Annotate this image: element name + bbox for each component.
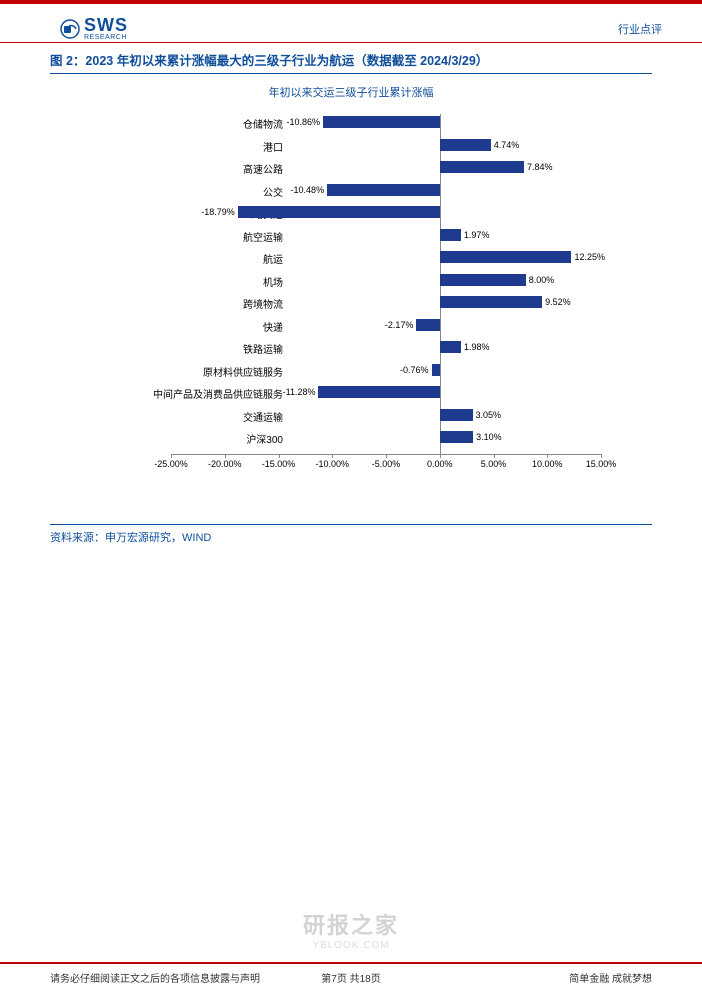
logo-text-wrap: SWS RESEARCH [84,16,128,41]
x-tick-label: -5.00% [372,459,401,469]
x-tick-label: -15.00% [262,459,296,469]
bar [318,386,439,398]
category-label: 中间产品及消费品供应链服务 [133,386,283,401]
bar [238,206,440,218]
x-tick-mark [171,454,172,458]
x-tick-mark [386,454,387,458]
bar-value-label: 4.74% [494,140,520,150]
x-tick-mark [279,454,280,458]
category-label: 航运 [133,251,283,266]
chart-area: 仓储物流-10.86%港口4.74%高速公路7.84%公交-10.48%公路货运… [51,114,651,494]
x-tick-mark [225,454,226,458]
bar-value-label: 1.97% [464,230,490,240]
bar-value-label: -2.17% [385,320,414,330]
bar [440,409,473,421]
bars-region: 仓储物流-10.86%港口4.74%高速公路7.84%公交-10.48%公路货运… [171,114,601,454]
bar [440,161,524,173]
bar-value-label: -10.48% [291,185,325,195]
bar-value-label: 1.98% [464,342,490,352]
x-tick-mark [547,454,548,458]
bar [440,274,526,286]
footer-right: 简单金融 成就梦想 [569,970,652,985]
page-header: SWS RESEARCH 行业点评 [0,8,702,49]
x-tick-label: -25.00% [154,459,188,469]
bar-value-label: 3.10% [476,432,502,442]
chart-source: 资料来源：申万宏源研究，WIND [50,524,652,545]
x-tick-mark [332,454,333,458]
bar-value-label: 9.52% [545,297,571,307]
bar [440,431,473,443]
bar [440,341,461,353]
category-label: 原材料供应链服务 [133,364,283,379]
x-tick-label: 5.00% [481,459,507,469]
category-label: 机场 [133,274,283,289]
bar [327,184,440,196]
header-category: 行业点评 [618,21,662,37]
category-label: 交通运输 [133,409,283,424]
bar [432,364,440,376]
footer-center: 第7页 共18页 [321,970,380,985]
bar-value-label: 8.00% [529,275,555,285]
x-tick-label: -10.00% [315,459,349,469]
watermark: 研报之家 YBLOOK.COM [303,908,399,951]
logo-main-text: SWS [84,16,128,34]
sws-logo-icon [60,19,80,39]
chart-title-row: 图 2：2023 年初以来累计涨幅最大的三级子行业为航运（数据截至 2024/3… [50,50,652,74]
bar [440,296,542,308]
x-tick-mark [440,454,441,458]
bar-value-label: 3.05% [476,410,502,420]
bar-value-label: 7.84% [527,162,553,172]
logo-sub-text: RESEARCH [84,34,128,41]
category-label: 快递 [133,319,283,334]
logo: SWS RESEARCH [60,16,128,41]
category-label: 跨境物流 [133,296,283,311]
x-tick-label: 10.00% [532,459,563,469]
bar-value-label: -10.86% [286,117,320,127]
category-label: 仓储物流 [133,116,283,131]
category-label: 公交 [133,184,283,199]
bar [440,229,461,241]
bar [416,319,439,331]
bar-value-label: 12.25% [574,252,605,262]
chart-title: 图 2：2023 年初以来累计涨幅最大的三级子行业为航运（数据截至 2024/3… [50,54,488,68]
x-tick-label: 15.00% [586,459,617,469]
category-label: 港口 [133,139,283,154]
bar [440,139,491,151]
category-label: 高速公路 [133,161,283,176]
footer-left: 请务必仔细阅读正文之后的各项信息披露与声明 [50,970,260,985]
bar [323,116,440,128]
x-tick-label: -20.00% [208,459,242,469]
x-tick-label: 0.00% [427,459,453,469]
x-tick-mark [601,454,602,458]
watermark-main: 研报之家 [303,908,399,940]
x-tick-mark [494,454,495,458]
category-label: 航空运输 [133,229,283,244]
bar-value-label: -0.76% [400,365,429,375]
bar-value-label: -18.79% [201,207,235,217]
top-red-bar [0,0,702,4]
bar-value-label: -11.28% [283,387,316,397]
page-body: 图 2：2023 年初以来累计涨幅最大的三级子行业为航运（数据截至 2024/3… [0,50,702,545]
category-label: 沪深300 [133,431,283,446]
category-label: 铁路运输 [133,341,283,356]
bar [440,251,572,263]
page-footer: 请务必仔细阅读正文之后的各项信息披露与声明 第7页 共18页 简单金融 成就梦想 [0,962,702,991]
chart-subtitle: 年初以来交运三级子行业累计涨幅 [50,84,652,100]
watermark-sub: YBLOOK.COM [303,940,399,951]
